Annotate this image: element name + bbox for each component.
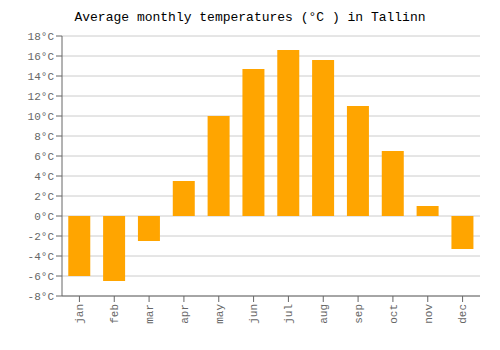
svg-text:jun: jun — [248, 304, 260, 324]
svg-text:8°C: 8°C — [34, 131, 54, 143]
svg-text:-4°C: -4°C — [28, 251, 55, 263]
svg-text:10°C: 10°C — [28, 111, 55, 123]
svg-text:jul: jul — [283, 304, 295, 324]
svg-text:-2°C: -2°C — [28, 231, 55, 243]
svg-text:12°C: 12°C — [28, 91, 55, 103]
svg-text:apr: apr — [179, 304, 191, 324]
svg-text:16°C: 16°C — [28, 51, 55, 63]
svg-text:feb: feb — [109, 304, 121, 324]
svg-text:2°C: 2°C — [34, 191, 54, 203]
svg-text:oct: oct — [388, 304, 400, 324]
svg-text:sep: sep — [353, 304, 365, 324]
svg-text:mar: mar — [144, 304, 156, 324]
svg-text:-8°C: -8°C — [28, 291, 55, 303]
svg-text:nov: nov — [423, 304, 435, 324]
html-text:Average monthly temperatures (: Average monthly temperatures (°C ) in Ta… — [74, 10, 426, 25]
svg-text:aug: aug — [318, 304, 330, 324]
svg-text:jan: jan — [74, 304, 86, 324]
svg-text:dec: dec — [457, 304, 469, 324]
svg-text:-6°C: -6°C — [28, 271, 55, 283]
svg-text:18°C: 18°C — [28, 31, 55, 43]
svg-text:0°C: 0°C — [34, 211, 54, 223]
svg-text:14°C: 14°C — [28, 71, 55, 83]
svg-text:6°C: 6°C — [34, 151, 54, 163]
svg-text:4°C: 4°C — [34, 171, 54, 183]
svg-text:may: may — [214, 304, 226, 324]
